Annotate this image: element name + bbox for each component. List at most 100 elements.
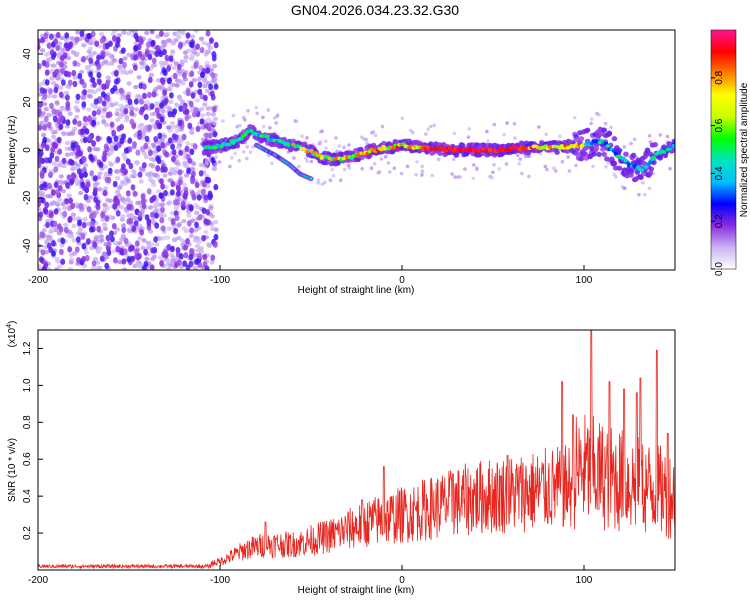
heatmap-cell [109, 230, 114, 237]
heatmap-cell [38, 43, 41, 51]
heatmap-cell [133, 84, 139, 90]
heatmap-cell [47, 182, 52, 189]
heatmap-cell [233, 151, 237, 156]
heatmap-cell [204, 88, 210, 94]
heatmap-cell [651, 156, 657, 160]
heatmap-cell [167, 111, 173, 118]
snr-y-tick-label: 0.8 [22, 415, 33, 429]
heatmap-cell [93, 236, 99, 242]
heatmap-cell [107, 111, 113, 118]
heatmap-cell [166, 267, 172, 270]
heatmap-cell [213, 233, 219, 241]
heatmap-cell [189, 56, 195, 61]
heatmap-cell [622, 186, 626, 190]
heatmap-cell [162, 173, 168, 178]
heatmap-cell [107, 198, 113, 203]
heatmap-cell [70, 142, 76, 149]
heatmap-cell [81, 242, 87, 250]
heatmap-cell [197, 214, 203, 221]
heatmap-cell [629, 141, 633, 146]
heatmap-cell [112, 180, 118, 188]
heatmap-cell [159, 116, 165, 123]
heatmap-cell [173, 205, 179, 211]
heatmap-cell [377, 170, 382, 174]
heatmap-cell [132, 141, 137, 148]
heatmap-cell [197, 81, 203, 89]
heatmap-cell [330, 167, 335, 172]
heatmap-cell [155, 189, 162, 194]
heatmap-cell [162, 60, 168, 66]
heatmap-cell [111, 129, 117, 137]
heatmap-cell [122, 155, 128, 160]
heatmap-cell [82, 217, 88, 222]
heatmap-cell [71, 173, 77, 180]
heatmap-cell [157, 132, 163, 139]
heatmap-cell [38, 108, 42, 115]
heatmap-cell [121, 226, 127, 234]
heatmap-cell [134, 107, 140, 112]
heatmap-cell [201, 181, 207, 188]
heatmap-cell [203, 194, 209, 201]
heatmap-cell [87, 146, 92, 153]
heatmap-cell [632, 137, 637, 142]
heatmap-cell [603, 121, 608, 126]
heatmap-cell [182, 160, 188, 165]
heatmap-cell [55, 31, 61, 39]
heatmap-cell [187, 157, 193, 164]
heatmap-cell [38, 200, 42, 207]
heatmap-cell [88, 226, 94, 233]
heatmap-cell [125, 177, 131, 182]
heatmap-cell [88, 195, 94, 200]
heatmap-cell [200, 71, 205, 79]
heatmap-cell [121, 258, 127, 265]
heatmap-cell [578, 156, 585, 162]
heatmap-cell [120, 198, 126, 203]
heatmap-cell [158, 50, 164, 57]
heatmap-cell [641, 180, 645, 185]
heatmap-cell [194, 98, 200, 103]
heatmap-cell [150, 63, 156, 68]
heatmap-cell [160, 137, 166, 143]
heatmap-cell [574, 163, 578, 168]
heatmap-cell [212, 106, 217, 113]
heatmap-cell [188, 260, 194, 268]
snr-y-tick-label: 0.6 [22, 452, 33, 466]
heatmap-cell [213, 162, 218, 167]
heatmap-cell [196, 77, 202, 82]
heatmap-cell [159, 178, 164, 185]
heatmap-cell [147, 76, 153, 84]
heatmap-cell [212, 241, 218, 248]
heatmap-cell [524, 154, 528, 159]
snr-x-tick-label: -200 [28, 575, 48, 586]
heatmap-x-tick-label: 0 [399, 275, 405, 286]
heatmap-cell [153, 201, 159, 206]
heatmap-cell [180, 200, 186, 207]
heatmap-cell [66, 131, 72, 137]
heatmap-cell [117, 185, 123, 190]
heatmap-cell [578, 136, 585, 142]
heatmap-cell [86, 238, 91, 245]
snr-y-tick-label: 0.4 [22, 489, 33, 503]
heatmap-cell [324, 139, 328, 143]
heatmap-cell [51, 80, 57, 86]
heatmap-cell [120, 47, 126, 54]
heatmap-cell [119, 247, 124, 255]
heatmap-cell [169, 92, 174, 99]
heatmap-cell [53, 86, 59, 94]
heatmap-cell [90, 76, 96, 84]
heatmap-cell [134, 248, 140, 255]
heatmap-cell [83, 171, 88, 178]
heatmap-cell [91, 260, 97, 267]
heatmap-cell [197, 88, 203, 96]
heatmap-cell [157, 255, 163, 260]
heatmap-cell [183, 55, 189, 60]
heatmap-cell [74, 178, 80, 183]
heatmap-cell [497, 167, 502, 171]
heatmap-cell [305, 136, 309, 140]
heatmap-cell [53, 208, 59, 215]
heatmap-cell [129, 106, 135, 111]
heatmap-cell [616, 165, 623, 171]
heatmap-cell [162, 89, 168, 96]
heatmap-cell [124, 70, 130, 76]
heatmap-cell [601, 151, 607, 157]
